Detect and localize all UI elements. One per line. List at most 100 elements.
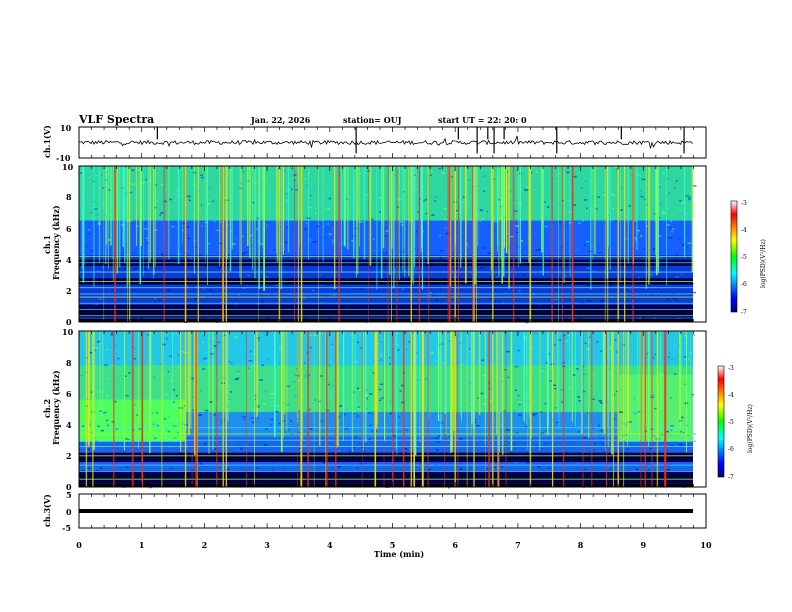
speckle [442,270,445,273]
speckle [466,243,468,245]
speckle [299,245,302,248]
speckle [412,332,414,335]
speckle [218,383,222,385]
speckle [108,378,110,380]
speckle [423,199,426,202]
speckle [587,412,589,414]
speckle [635,468,638,470]
speckle [79,215,82,218]
speckle [232,399,234,401]
speckle [494,466,497,469]
speckle [337,338,341,340]
speckle [151,423,155,425]
speckle [134,404,137,406]
speckle [326,295,328,297]
speckle [308,206,312,209]
speckle [507,376,510,379]
speckle [545,429,548,432]
speckle [536,446,538,448]
speckle [305,222,308,225]
ch2-freq-tick-2: 2 [66,451,72,461]
speckle [266,358,270,361]
speckle [199,174,203,176]
speckle [379,396,381,399]
speckle [674,276,679,278]
speckle [628,256,631,258]
speckle [533,413,538,415]
speckle [141,182,145,184]
speckle [94,304,98,306]
speckle [114,189,118,191]
speckle [422,230,424,232]
speckle [191,286,194,288]
speckle [633,272,638,274]
speckle [265,275,269,278]
speckle [204,442,206,445]
speckle [297,380,301,382]
speckle [320,210,323,213]
speckle [219,428,224,430]
speckle [129,220,133,222]
speckle [162,343,166,346]
speckle [446,199,448,201]
speckle [134,268,137,270]
speckle [483,187,488,189]
speckle [655,438,658,440]
speckle [653,248,656,250]
speckle [292,380,296,383]
speckle [323,236,327,239]
speckle [683,432,685,434]
speckle [309,239,311,241]
speckle [167,289,170,292]
speckle [625,265,627,267]
speckle [640,175,642,177]
speckle [198,209,201,212]
speckle [489,400,493,402]
speckle [649,273,654,276]
speckle [365,407,368,409]
speckle [683,356,688,358]
speckle [200,390,202,392]
speckle [555,196,559,199]
speckle [406,348,409,351]
ch2-spectrogram-image [79,331,696,489]
speckle [615,349,618,352]
speckle [434,200,437,202]
speckle [286,444,289,447]
speckle [131,169,135,171]
speckle [625,448,630,450]
speckle [182,284,185,287]
ch2-freq-tick-8: 8 [66,358,72,368]
speckle [532,166,536,169]
speckle [624,238,629,240]
speckle [432,291,435,293]
speckle [348,197,353,199]
speckle [116,387,120,389]
speckle [564,223,566,226]
speckle [587,300,591,302]
speckle [355,470,357,472]
x-tick-3: 3 [264,540,270,550]
ch1-colorbar-tick-m4: -4 [741,227,747,234]
speckle [322,462,327,464]
speckle [183,405,186,407]
speckle [408,341,411,343]
speckle [265,428,268,430]
speckle [151,300,153,303]
speckle [234,336,239,338]
speckle [358,221,363,223]
speckle [255,417,260,420]
speckle [483,190,486,192]
speckle [379,341,382,344]
speckle [612,397,614,399]
speckle [264,390,267,392]
speckle [325,186,328,189]
speckle [611,400,615,402]
speckle [169,380,173,382]
ch1-colorbar-tick-m7: -7 [741,309,747,316]
speckle [600,443,603,445]
speckle [191,409,195,411]
speckle [280,420,285,422]
speckle [441,172,445,174]
speckle [154,297,157,300]
